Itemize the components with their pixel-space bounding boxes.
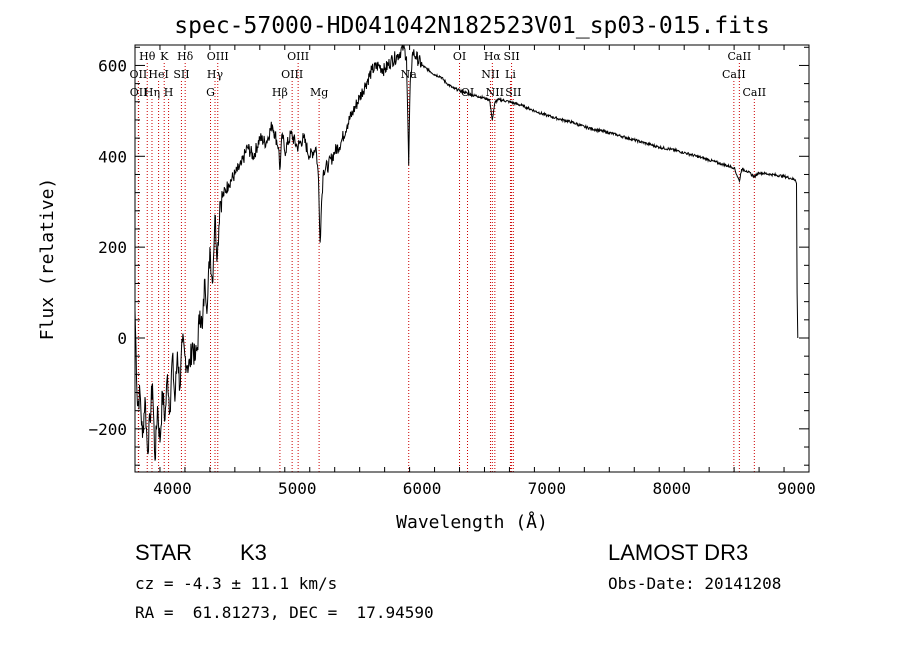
marker-label-2: OII <box>130 86 148 99</box>
x-tick-label: 6000 <box>403 479 442 498</box>
marker-label-12: Hβ <box>272 86 288 99</box>
marker-label-23: Li <box>505 68 516 81</box>
marker-label-6: H <box>164 86 174 99</box>
marker-label-25: CaII <box>728 50 752 63</box>
x-tick-label: 5000 <box>278 479 317 498</box>
plot-frame <box>134 44 810 473</box>
y-tick-label: 200 <box>98 238 127 257</box>
marker-label-14: OIII <box>281 68 303 81</box>
marker-label-26: CaII <box>722 68 746 81</box>
y-tick-label: 400 <box>98 147 127 166</box>
marker-label-9: OIII <box>207 50 229 63</box>
redshift-text: cz = -4.3 ± 11.1 km/s <box>135 574 337 593</box>
marker-label-15: Mg <box>310 86 328 99</box>
subclass: K3 <box>240 540 267 565</box>
marker-label-0: Hθ <box>139 50 156 63</box>
chart-title: spec-57000-HD041042N182523V01_sp03-015.f… <box>174 13 769 39</box>
marker-label-4: HeI <box>148 68 168 81</box>
marker-label-8: SII <box>173 68 189 81</box>
marker-label-22: SII <box>503 50 519 63</box>
marker-label-1: OII <box>130 68 148 81</box>
object-class: STAR <box>135 540 192 565</box>
marker-label-20: NII <box>481 68 499 81</box>
x-axis-ticks: 4000 5000 6000 7000 8000 9000 <box>134 45 816 498</box>
marker-label-3: Hη <box>144 86 160 99</box>
x-tick-label: 8000 <box>652 479 691 498</box>
spectrum-line <box>134 44 799 461</box>
x-tick-label: 9000 <box>777 479 816 498</box>
marker-label-24: SII <box>505 86 521 99</box>
marker-label-16: Na <box>401 68 418 81</box>
x-tick-label: 7000 <box>528 479 567 498</box>
marker-label-5: K <box>160 50 169 63</box>
coordinates: RA = 61.81273, DEC = 17.94590 <box>135 603 434 622</box>
marker-label-17: OI <box>453 50 466 63</box>
marker-label-7: Hδ <box>177 50 194 63</box>
marker-label-18: OI <box>461 86 474 99</box>
survey-name: LAMOST DR3 <box>608 540 748 565</box>
obs-date: Obs-Date: 20141208 <box>608 574 781 593</box>
y-axis-ticks: −200 0 200 400 600 <box>88 46 809 466</box>
y-tick-label: 600 <box>98 56 127 75</box>
marker-label-11: G <box>206 86 215 99</box>
line-markers <box>137 63 755 472</box>
marker-label-13: OIII <box>287 50 309 63</box>
marker-label-10: Hγ <box>207 68 224 81</box>
y-tick-label: −200 <box>88 420 127 439</box>
marker-label-27: CaII <box>742 86 766 99</box>
y-tick-label: 0 <box>117 329 127 348</box>
marker-label-21: NII <box>486 86 504 99</box>
x-axis-label: Wavelength (Å) <box>396 511 548 533</box>
y-axis-label: Flux (relative) <box>37 178 58 341</box>
marker-label-19: Hα <box>484 50 502 63</box>
x-tick-label: 4000 <box>153 479 192 498</box>
